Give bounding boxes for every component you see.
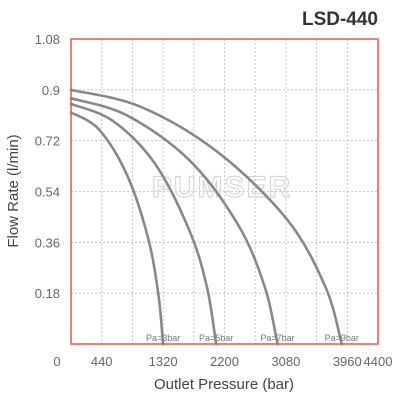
x-tick-label: 0: [53, 354, 60, 369]
chart-title: LSD-440: [302, 9, 378, 30]
x-tick-label: 2200: [210, 354, 239, 369]
y-tick-label: 0.9: [42, 83, 60, 98]
x-tick-label: 4400: [364, 354, 393, 369]
curve-group: [69, 88, 344, 346]
x-tick-label: 440: [91, 354, 113, 369]
x-tick-label: 3080: [271, 354, 300, 369]
y-tick-label: 0.54: [35, 185, 60, 200]
curve-line: [69, 88, 344, 346]
plot-frame: [70, 38, 379, 345]
y-tick-label: 0.18: [35, 286, 60, 301]
curve-label: Pa=7bar: [260, 333, 294, 343]
x-tick-labels: 0 440 1320 2200 3080 3960 4400: [53, 354, 392, 369]
y-axis-label: Flow Rate (l/min): [5, 134, 22, 247]
y-tick-labels: 0.18 0.36 0.54 0.72 0.9 1.08: [35, 32, 60, 301]
y-tick-label: 0.36: [35, 235, 60, 250]
y-tick-label: 1.08: [35, 32, 60, 47]
curve-label: Pa=5bar: [199, 333, 233, 343]
grid-lines: [71, 39, 378, 344]
curve-line: [69, 102, 218, 346]
curve-label: Pa=3bar: [146, 333, 180, 343]
x-tick-label: 1320: [149, 354, 178, 369]
x-tick-label: 3960: [333, 354, 362, 369]
curve-line: [69, 111, 165, 346]
curve-label-group: Pa=3bar Pa=5bar Pa=7bar Pa=9bar: [146, 333, 359, 343]
curve-label: Pa=9bar: [325, 333, 359, 343]
y-tick-label: 0.72: [35, 134, 60, 149]
x-axis-label: Outlet Pressure (bar): [154, 376, 294, 393]
curve-line: [69, 97, 279, 346]
